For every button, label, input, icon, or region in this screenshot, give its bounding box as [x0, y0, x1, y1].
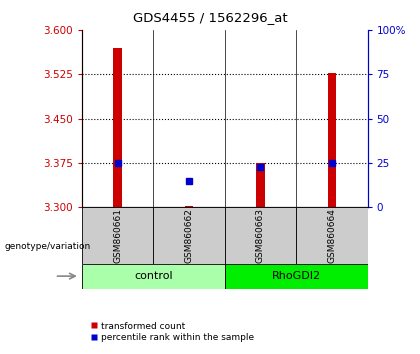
Bar — [256, 163, 265, 207]
Bar — [113, 48, 122, 207]
Bar — [82, 207, 153, 264]
Bar — [225, 264, 368, 289]
Bar — [185, 206, 193, 207]
Text: GSM860661: GSM860661 — [113, 208, 122, 263]
Text: GSM860662: GSM860662 — [184, 208, 194, 263]
Legend: transformed count, percentile rank within the sample: transformed count, percentile rank withi… — [87, 318, 257, 346]
Bar — [328, 73, 336, 207]
Text: GSM860664: GSM860664 — [327, 208, 336, 263]
Bar — [225, 207, 296, 264]
Bar — [82, 264, 225, 289]
Text: GDS4455 / 1562296_at: GDS4455 / 1562296_at — [133, 11, 287, 24]
Text: control: control — [134, 271, 173, 281]
Text: genotype/variation: genotype/variation — [4, 241, 90, 251]
Bar — [153, 207, 225, 264]
Bar — [296, 207, 368, 264]
Text: GSM860663: GSM860663 — [256, 208, 265, 263]
Text: RhoGDI2: RhoGDI2 — [272, 271, 320, 281]
